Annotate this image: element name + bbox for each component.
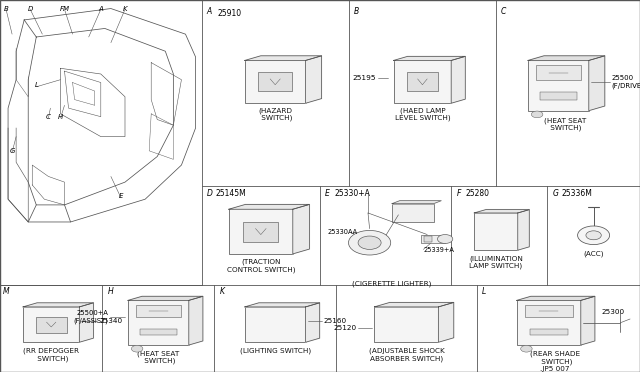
Text: (HEAT SEAT
 SWITCH): (HEAT SEAT SWITCH) xyxy=(137,350,180,364)
Text: (TRACTION
CONTROL SWITCH): (TRACTION CONTROL SWITCH) xyxy=(227,259,295,273)
Circle shape xyxy=(131,345,143,352)
Bar xyxy=(421,235,445,244)
Polygon shape xyxy=(474,210,529,213)
Text: D: D xyxy=(207,189,212,198)
Bar xyxy=(517,301,581,345)
Circle shape xyxy=(349,230,390,255)
Bar xyxy=(474,213,518,250)
Text: L: L xyxy=(482,287,486,296)
Bar xyxy=(259,72,292,92)
Text: D: D xyxy=(28,6,33,12)
Bar xyxy=(424,237,432,242)
Bar xyxy=(540,92,577,100)
Text: 25339+A: 25339+A xyxy=(424,247,455,253)
Text: (LIGHTING SWITCH): (LIGHTING SWITCH) xyxy=(239,347,311,354)
Text: G: G xyxy=(10,148,15,154)
Text: 25330+A: 25330+A xyxy=(334,189,370,198)
Text: (ILLUMINATION
LAMP SWITCH): (ILLUMINATION LAMP SWITCH) xyxy=(469,255,523,269)
Text: H: H xyxy=(58,114,63,120)
Polygon shape xyxy=(451,56,465,103)
Text: 25336M: 25336M xyxy=(561,189,592,198)
Circle shape xyxy=(578,226,610,245)
Polygon shape xyxy=(306,56,322,103)
Bar xyxy=(128,301,189,345)
Text: K: K xyxy=(220,287,225,296)
Text: 25340: 25340 xyxy=(99,318,122,324)
Text: F: F xyxy=(456,189,461,198)
Text: 25330AA: 25330AA xyxy=(328,228,358,235)
Text: (ADJUSTABLE SHOCK
ABSORBER SWITCH): (ADJUSTABLE SHOCK ABSORBER SWITCH) xyxy=(369,347,444,362)
Circle shape xyxy=(521,345,532,352)
Text: (RR DEFOGGER
 SWITCH): (RR DEFOGGER SWITCH) xyxy=(23,347,79,362)
Bar xyxy=(528,60,589,111)
Text: (HEAT SEAT
 SWITCH): (HEAT SEAT SWITCH) xyxy=(543,117,586,131)
Text: C: C xyxy=(501,7,506,16)
Text: 25280: 25280 xyxy=(465,189,489,198)
Circle shape xyxy=(586,231,602,240)
Bar xyxy=(374,307,438,342)
Bar xyxy=(136,305,181,317)
Text: 25120: 25120 xyxy=(333,325,356,331)
Text: 25145M: 25145M xyxy=(216,189,246,198)
Polygon shape xyxy=(518,210,529,250)
Bar xyxy=(245,60,306,103)
Text: (REAR SHADE
 SWITCH)
.JP5 007: (REAR SHADE SWITCH) .JP5 007 xyxy=(530,350,580,372)
Polygon shape xyxy=(229,204,310,209)
Polygon shape xyxy=(581,296,595,345)
Bar xyxy=(243,221,278,242)
Polygon shape xyxy=(79,303,93,342)
Polygon shape xyxy=(23,303,93,307)
Bar xyxy=(392,204,434,222)
Text: E: E xyxy=(325,189,330,198)
Circle shape xyxy=(358,236,381,250)
Polygon shape xyxy=(189,296,203,345)
Bar xyxy=(536,65,581,80)
Text: B: B xyxy=(354,7,359,16)
Text: H: H xyxy=(108,287,113,296)
Text: 25500+A
(F/ASSIST): 25500+A (F/ASSIST) xyxy=(74,310,108,324)
Bar xyxy=(23,307,79,342)
Text: E: E xyxy=(119,193,123,199)
Polygon shape xyxy=(394,56,465,60)
Bar xyxy=(530,328,568,335)
Circle shape xyxy=(531,111,543,118)
Bar xyxy=(229,209,293,254)
Text: FM: FM xyxy=(60,6,70,12)
Bar xyxy=(36,317,67,333)
Text: 25160: 25160 xyxy=(324,318,347,324)
Bar xyxy=(406,72,438,92)
Text: 25195: 25195 xyxy=(352,75,376,81)
Polygon shape xyxy=(374,302,454,307)
Text: B: B xyxy=(4,6,8,12)
Text: K: K xyxy=(123,6,127,12)
Polygon shape xyxy=(517,296,595,301)
Circle shape xyxy=(438,235,453,244)
Text: G: G xyxy=(552,189,558,198)
Text: (HAZARD
 SWITCH): (HAZARD SWITCH) xyxy=(258,107,292,121)
Polygon shape xyxy=(306,303,320,342)
Polygon shape xyxy=(438,302,454,342)
Bar xyxy=(525,305,573,317)
Text: (ACC): (ACC) xyxy=(583,250,604,257)
Text: A: A xyxy=(207,7,212,16)
Text: (HAED LAMP
LEVEL SWITCH): (HAED LAMP LEVEL SWITCH) xyxy=(395,107,450,121)
Polygon shape xyxy=(528,56,605,60)
Polygon shape xyxy=(392,201,442,204)
Text: L: L xyxy=(35,82,38,89)
Text: A: A xyxy=(99,6,103,12)
Text: 25910: 25910 xyxy=(218,9,242,18)
Text: C: C xyxy=(46,114,51,120)
Text: (CIGERETTE LIGHTER): (CIGERETTE LIGHTER) xyxy=(352,281,432,287)
Polygon shape xyxy=(245,303,320,307)
Bar xyxy=(394,60,451,103)
Polygon shape xyxy=(589,56,605,111)
Text: 25300: 25300 xyxy=(602,308,625,315)
Bar xyxy=(245,307,306,342)
Polygon shape xyxy=(245,56,322,60)
Bar xyxy=(140,328,177,335)
Text: 25500
(F/DRIVER): 25500 (F/DRIVER) xyxy=(612,75,640,89)
Polygon shape xyxy=(128,296,203,301)
Polygon shape xyxy=(293,204,310,254)
Text: M: M xyxy=(3,287,10,296)
